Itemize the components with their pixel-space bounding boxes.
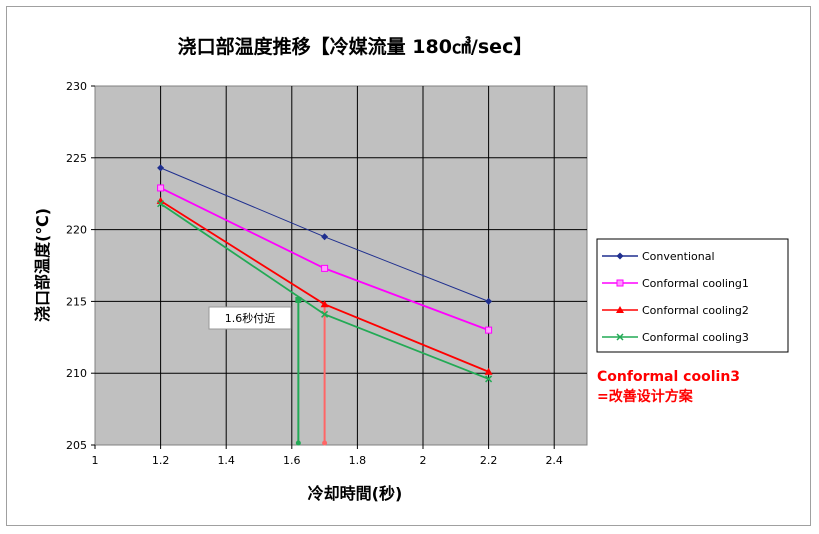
marker-stroke xyxy=(485,375,493,383)
legend-box xyxy=(596,238,789,353)
legend-marker xyxy=(616,252,624,260)
data-point xyxy=(320,300,329,308)
marker-stroke xyxy=(616,333,624,341)
y-tick-label: 225 xyxy=(66,152,87,165)
data-point xyxy=(321,233,329,241)
x-tick-label: 1.4 xyxy=(217,454,235,467)
data-point xyxy=(157,184,165,192)
y-tick-label: 215 xyxy=(66,295,87,308)
data-point xyxy=(321,310,329,318)
data-point xyxy=(485,326,493,334)
marker-stroke xyxy=(321,310,329,318)
data-point xyxy=(484,367,493,375)
drop-lines xyxy=(295,296,328,446)
drop-line-point xyxy=(295,296,302,303)
note-line-2: =改善设计方案 xyxy=(597,388,694,405)
series-layer xyxy=(156,164,493,383)
legend: Conventional Conformal cooling1 Conformal … xyxy=(596,238,789,353)
note-line-1: Conformal coolin3 xyxy=(597,369,740,385)
legend-label: Conformal cooling2 xyxy=(642,304,749,317)
legend-label: Conformal cooling3 xyxy=(642,331,749,344)
legend-marker xyxy=(616,279,624,287)
callout-background xyxy=(208,306,292,330)
x-tick-label: 2 xyxy=(420,454,427,467)
gridlines xyxy=(95,86,587,445)
y-tick-label: 230 xyxy=(66,80,87,93)
x-axis-label: 冷却時間(秒) xyxy=(308,484,403,503)
callout-text: 1.6秒付近 xyxy=(225,311,276,325)
y-tick-label: 210 xyxy=(66,367,87,380)
y-tick-label: 220 xyxy=(66,224,87,237)
legend-label: Conventional xyxy=(642,250,715,263)
x-tick-label: 2.4 xyxy=(545,454,563,467)
data-point xyxy=(485,297,493,305)
plot-background xyxy=(94,85,588,446)
chart-title: 浇口部温度推移【冷媒流量 180㎤/sec】 xyxy=(178,35,533,58)
drop-line-end xyxy=(295,440,301,446)
data-point xyxy=(157,200,165,208)
data-point xyxy=(321,264,329,272)
x-tick-label: 1.8 xyxy=(349,454,367,467)
legend-marker xyxy=(616,333,624,341)
y-tick-label: 205 xyxy=(66,439,87,452)
x-tick-label: 1 xyxy=(92,454,99,467)
x-tick-label: 1.6 xyxy=(283,454,301,467)
x-tick-label: 1.2 xyxy=(152,454,170,467)
x-tick-label: 2.2 xyxy=(480,454,498,467)
legend-marker xyxy=(616,306,624,313)
plot-area xyxy=(94,85,588,446)
callout-box: 1.6秒付近 xyxy=(208,306,292,330)
y-axis-label: 浇口部温度(℃) xyxy=(33,208,52,322)
drop-line-end xyxy=(322,440,328,446)
data-point xyxy=(485,375,493,383)
x-tick-labels: 1 1.2 1.4 1.6 1.8 2 2.2 2.4 xyxy=(92,445,563,467)
legend-label: Conformal cooling1 xyxy=(642,277,749,290)
marker-stroke xyxy=(157,200,165,208)
data-point xyxy=(157,164,165,172)
y-tick-labels: 205 210 215 220 225 230 xyxy=(66,80,95,452)
